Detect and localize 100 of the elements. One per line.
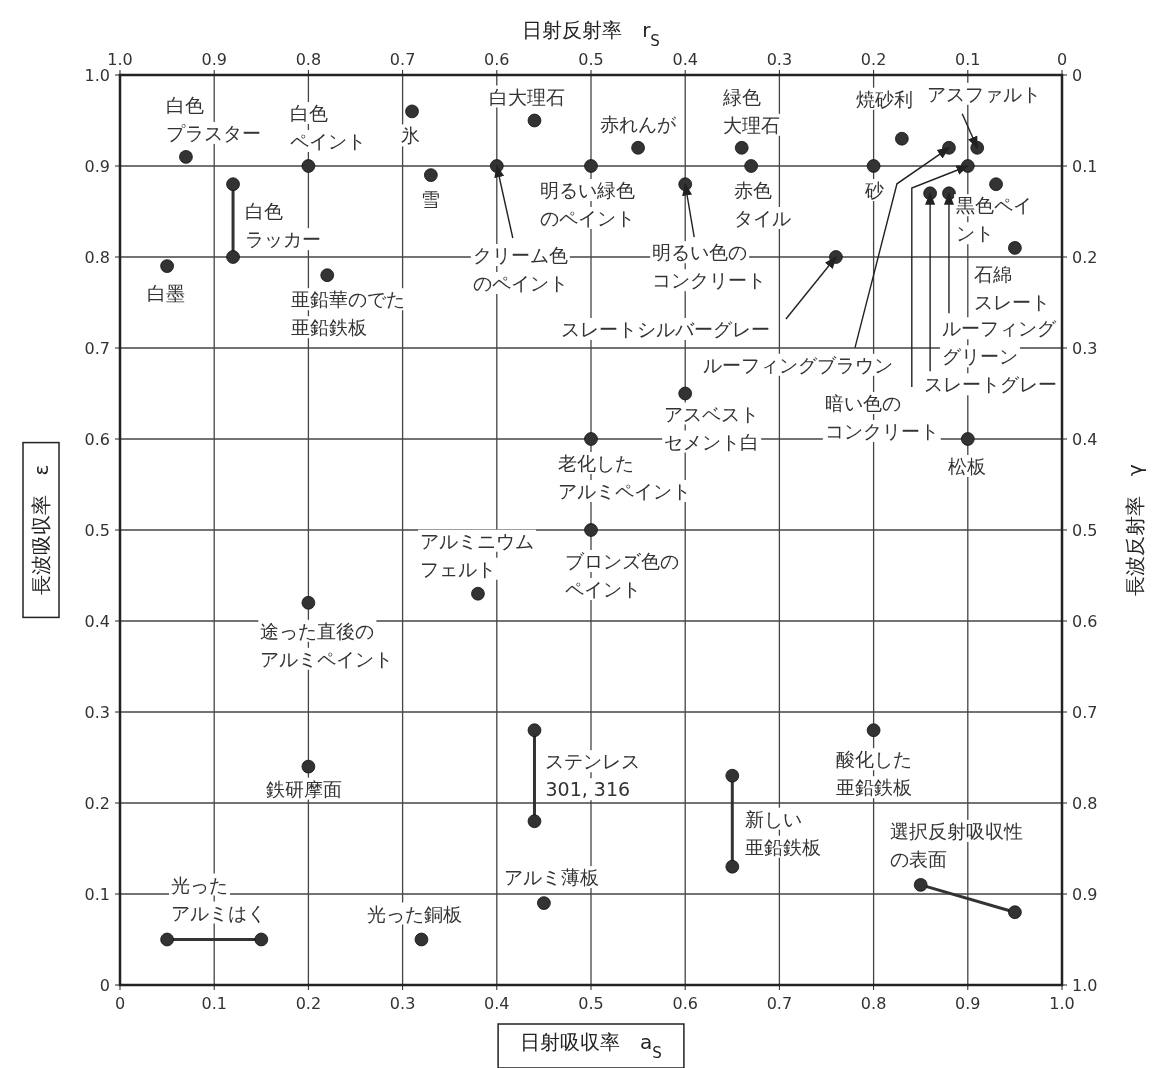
annotation: 赤色タイル bbox=[734, 179, 792, 229]
annotation: クリーム色のペイント bbox=[472, 244, 568, 294]
y-tick-label: 0.6 bbox=[84, 430, 110, 449]
point bbox=[320, 268, 335, 283]
x2-axis-title: 日射反射率 r$_{S}$ bbox=[522, 18, 660, 50]
y-tick-label: 0.4 bbox=[84, 612, 110, 631]
x-tick-label: 0.2 bbox=[295, 994, 322, 1013]
point bbox=[424, 168, 438, 182]
point bbox=[1008, 241, 1022, 255]
annotation: 松板 bbox=[947, 455, 986, 477]
point bbox=[584, 523, 598, 537]
y2-tick-label: 0.1 bbox=[1072, 157, 1098, 176]
point bbox=[725, 859, 740, 874]
point bbox=[527, 723, 542, 738]
y-axis-title: 長波吸収率 ε bbox=[29, 464, 53, 596]
x2-tick-label: 1.0 bbox=[107, 50, 133, 69]
annotation: 鉄研摩面 bbox=[266, 777, 343, 800]
y2-tick-label: 0.4 bbox=[1072, 430, 1098, 449]
point bbox=[584, 159, 598, 173]
annotation: 暗い色のコンクリート bbox=[824, 392, 939, 442]
point bbox=[989, 177, 1003, 192]
y2-tick-label: 0.8 bbox=[1072, 794, 1098, 813]
annotation: スレートシルバーグレー bbox=[560, 318, 770, 340]
point bbox=[527, 113, 542, 128]
annotation: 明るい緑色のペイント bbox=[540, 179, 635, 229]
x2-tick-label: 0.7 bbox=[389, 50, 416, 69]
annotation: 砂 bbox=[863, 179, 884, 201]
annotation: 石綿スレート bbox=[973, 262, 1050, 313]
annotation: ステンレス301, 316 bbox=[545, 750, 641, 801]
x-axis-title: 日射吸収率 a$_{S}$ bbox=[520, 1030, 662, 1062]
annotation: 白墨 bbox=[147, 282, 186, 305]
point bbox=[301, 595, 316, 610]
x2-tick-label: 0.6 bbox=[484, 50, 510, 69]
x-tick-label: 0.3 bbox=[389, 994, 416, 1013]
x-tick-label: 0.4 bbox=[484, 994, 510, 1013]
annotation: アスベストセメント白 bbox=[664, 402, 760, 453]
annotation: ブロンズ色のペイント bbox=[565, 550, 679, 600]
point bbox=[160, 259, 174, 273]
x2-tick-label: 0.5 bbox=[578, 50, 604, 69]
annotation: 焼砂利 bbox=[855, 87, 913, 110]
annotation: スレートグレー bbox=[924, 373, 1058, 396]
y2-axis-title: 長波反射率 γ bbox=[1123, 463, 1147, 596]
x2-tick-label: 0.9 bbox=[201, 50, 227, 69]
x2-tick-label: 0.8 bbox=[295, 50, 322, 69]
y2-tick-label: 1.0 bbox=[1072, 976, 1098, 995]
x-tick-label: 0.5 bbox=[578, 994, 604, 1013]
y2-tick-label: 0.7 bbox=[1072, 703, 1098, 722]
point bbox=[866, 159, 881, 173]
x2-tick-label: 0.2 bbox=[860, 50, 887, 69]
annotation: 亜鉛華のでた亜鉛鉄板 bbox=[291, 288, 406, 339]
point bbox=[471, 586, 485, 601]
annotation: 白色プラスター bbox=[165, 93, 261, 144]
x-tick-label: 0.6 bbox=[672, 994, 698, 1013]
x-tick-label: 0.9 bbox=[955, 994, 981, 1013]
point bbox=[301, 759, 316, 774]
y-tick-label: 0.8 bbox=[84, 248, 110, 267]
y-tick-label: 0.9 bbox=[84, 157, 110, 176]
annotation: 雪 bbox=[420, 188, 440, 211]
y-tick-label: 0.7 bbox=[84, 339, 110, 358]
y-tick-label: 0.2 bbox=[84, 794, 110, 813]
point bbox=[414, 932, 429, 947]
annotation: アスファルト bbox=[927, 82, 1042, 105]
annotation: 光った銅板 bbox=[367, 902, 463, 925]
point bbox=[179, 150, 193, 164]
y-tick-label: 0 bbox=[99, 976, 110, 995]
annotation: ルーフィンググリーン bbox=[941, 317, 1057, 368]
x-tick-label: 0.1 bbox=[201, 994, 227, 1013]
annotation: 老化したアルミペイント bbox=[558, 452, 691, 502]
annotation: アルミニウムフェルト bbox=[419, 529, 534, 580]
annotation: 新しい亜鉛鉄板 bbox=[745, 807, 822, 858]
y2-tick-label: 0.2 bbox=[1072, 248, 1098, 267]
y-tick-label: 0.3 bbox=[84, 703, 110, 722]
point bbox=[744, 159, 758, 173]
point bbox=[537, 896, 551, 910]
y-tick-label: 0.5 bbox=[84, 521, 110, 540]
x2-tick-label: 0.3 bbox=[766, 50, 793, 69]
annotation: 白大理石 bbox=[489, 85, 566, 108]
point bbox=[895, 131, 909, 146]
annotation: 途った直後のアルミペイント bbox=[260, 619, 394, 670]
point bbox=[960, 432, 975, 446]
point bbox=[631, 140, 645, 155]
annotation: 選択反射吸収性の表面 bbox=[889, 819, 1023, 870]
point bbox=[226, 177, 240, 192]
point bbox=[527, 814, 542, 829]
y2-tick-label: 0.3 bbox=[1072, 339, 1098, 358]
point bbox=[160, 932, 174, 947]
y2-tick-label: 0.6 bbox=[1072, 612, 1098, 631]
x-tick-label: 0.7 bbox=[766, 994, 793, 1013]
point bbox=[725, 768, 740, 783]
x2-tick-label: 0.1 bbox=[955, 50, 981, 69]
annotation: 明るい色のコンクリート bbox=[652, 241, 767, 292]
annotation: 緑色大理石 bbox=[721, 85, 780, 136]
annotation: 赤れんが bbox=[600, 112, 678, 135]
point bbox=[678, 386, 693, 401]
point bbox=[1008, 905, 1022, 920]
point bbox=[254, 932, 269, 947]
point bbox=[301, 159, 316, 173]
point bbox=[584, 432, 598, 446]
annotation: 黒色ペイント bbox=[956, 194, 1033, 245]
x2-tick-label: 0.4 bbox=[672, 50, 698, 69]
